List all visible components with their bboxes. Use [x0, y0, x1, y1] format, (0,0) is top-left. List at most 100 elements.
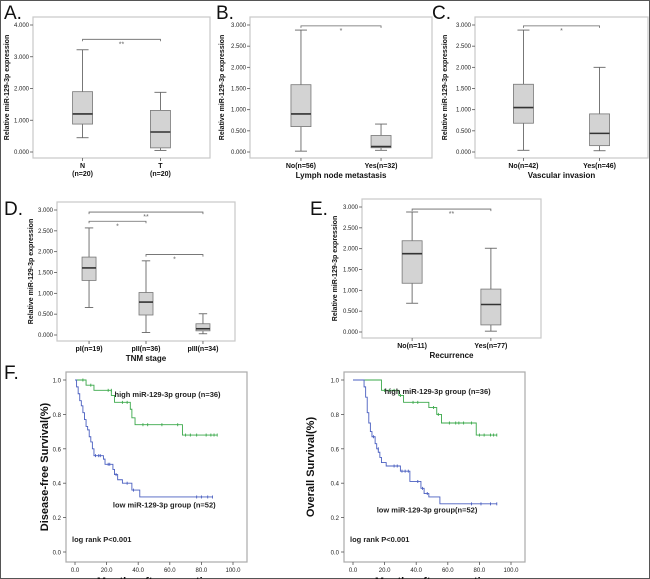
significance-bracket	[88, 220, 147, 224]
panel-label: D.	[4, 199, 23, 220]
survival-curve-high: high miR-129-3p group (n=36)	[75, 378, 221, 437]
box-1	[401, 211, 423, 304]
box-1	[513, 29, 534, 151]
chart-panel-3: C. 0.000 0.500 1.000 1.500 2.000 2.500 3.000 Rel…	[432, 3, 649, 180]
y-tick-label: 3.000	[343, 205, 359, 211]
x-tick-label: Yes(n=32)	[365, 163, 398, 170]
x-tick-label: pII(n=36)	[132, 346, 161, 353]
x-tick-label: No(n=42)	[508, 163, 538, 170]
y-tick-label: 0.0	[331, 551, 340, 557]
x-tick-label: N	[80, 163, 85, 170]
x-tick-label: Yes(n=46)	[583, 163, 616, 170]
chart-panel-4: D. 0.000 0.500 1.000 1.500 2.000 2.500 3.000Rel…	[4, 199, 236, 363]
y-tick-label: 1.500	[231, 87, 247, 93]
y-tick-label: 0.6	[53, 447, 62, 453]
survival-step-line	[353, 379, 497, 505]
y-tick-label: 1.000	[231, 108, 247, 114]
x-axis-label: TNM stage	[126, 354, 167, 363]
y-tick-label: 0.000	[456, 150, 472, 156]
box-2	[480, 247, 502, 332]
box-2	[370, 123, 392, 151]
x-axis-label: Vascular invasion	[528, 171, 596, 180]
significance-marker: *	[116, 223, 119, 230]
y-tick-label: 3.000	[231, 23, 247, 29]
y-tick-label: 0.000	[14, 150, 30, 156]
significance-marker: *	[340, 28, 343, 35]
y-tick-label: 0.8	[53, 413, 62, 419]
y-tick-label: 4.000	[14, 23, 30, 29]
y-tick-label: 1.500	[456, 87, 472, 93]
y-tick-label: 1.0	[331, 379, 340, 385]
iqr-box	[513, 83, 534, 124]
y-axis-label: Relative miR-129-3p expression	[4, 35, 11, 140]
box-3	[195, 313, 211, 335]
iqr-box	[589, 113, 610, 147]
plot-area	[65, 371, 248, 563]
significance-bracket	[523, 25, 600, 28]
panel-label: B.	[216, 3, 234, 24]
x-tick-sublabel: (n=20)	[72, 171, 93, 178]
y-tick-label: 0.500	[231, 129, 247, 135]
y-tick-label: 0.500	[38, 312, 54, 318]
iqr-box	[480, 288, 502, 326]
y-axis-label: Relative miR-129-3p expression	[219, 35, 226, 140]
chart-panel-7: 0.0 0.2 0.4 0.6 0.8 1.0 0.0 20.0 40.0 60.0 80.0 100…	[305, 371, 526, 579]
iqr-box	[370, 135, 392, 149]
y-tick-label: 0.000	[343, 330, 359, 336]
x-tick-label: 60.0	[164, 568, 176, 574]
y-tick-label: 0.000	[38, 333, 54, 339]
x-axis-label: Months after operation	[375, 576, 494, 579]
x-tick-label: pIII(n=34)	[187, 346, 218, 353]
iqr-box	[150, 110, 171, 149]
chart-panel-2: B. 0.000 0.500 1.000 1.500 2.000 2.500 3.000 Rel…	[216, 3, 433, 180]
y-tick-label: 1.000	[38, 291, 54, 297]
box-1	[290, 29, 312, 152]
survival-curve-low: low miR-129-3p group(n=52)	[353, 379, 498, 514]
plot-area	[249, 16, 433, 159]
y-axis-label: Relative miR-129-3p expression	[332, 216, 339, 321]
x-tick-label: Yes(n=77)	[474, 343, 507, 350]
x-tick-label: 20.0	[379, 568, 391, 574]
box-2	[138, 260, 154, 333]
y-axis-label: Overall Survival(%)	[305, 417, 317, 518]
chart-panel-5: E. 0.000 0.500 1.000 1.500 2.000 2.500 3.000 Rel…	[310, 198, 542, 360]
x-tick-label: 20.0	[101, 568, 113, 574]
iqr-box	[401, 240, 423, 284]
panel-label: E.	[310, 199, 328, 220]
y-tick-label: 2.500	[231, 44, 247, 50]
box-2	[150, 91, 171, 151]
y-tick-label: 0.2	[331, 516, 340, 522]
significance-marker: *	[560, 28, 563, 35]
y-tick-label: 0.4	[53, 482, 62, 488]
significance-bracket	[145, 254, 204, 257]
x-tick-label: 0.0	[349, 568, 358, 574]
panel-label: A.	[4, 3, 22, 24]
y-tick-label: 0.8	[331, 413, 340, 419]
x-tick-label: 100.0	[503, 568, 519, 574]
x-tick-label: 40.0	[132, 568, 144, 574]
y-tick-label: 2.000	[38, 250, 54, 256]
box-1	[72, 49, 93, 139]
y-tick-label: 0.500	[456, 129, 472, 135]
y-tick-label: 1.000	[343, 288, 359, 294]
plot-area	[32, 16, 211, 159]
significance-marker: **	[143, 214, 149, 221]
x-tick-label: 80.0	[196, 568, 208, 574]
y-tick-label: 1.0	[53, 379, 62, 385]
significance-bracket	[411, 208, 492, 212]
box-1	[81, 227, 97, 308]
y-tick-label: 0.6	[331, 447, 340, 453]
x-tick-label: 0.0	[71, 568, 80, 574]
plot-area	[361, 198, 542, 339]
iqr-box	[72, 91, 93, 125]
y-tick-label: 0.500	[343, 309, 359, 315]
x-tick-label: 40.0	[410, 568, 422, 574]
y-tick-label: 3.000	[456, 23, 472, 29]
survival-curve-high: high miR-129-3p group (n=36)	[353, 379, 498, 437]
plot-area	[343, 371, 526, 563]
significance-bracket	[88, 211, 204, 215]
series-label: low miR-129-3p group (n=52)	[113, 500, 216, 509]
iqr-box	[290, 84, 312, 128]
